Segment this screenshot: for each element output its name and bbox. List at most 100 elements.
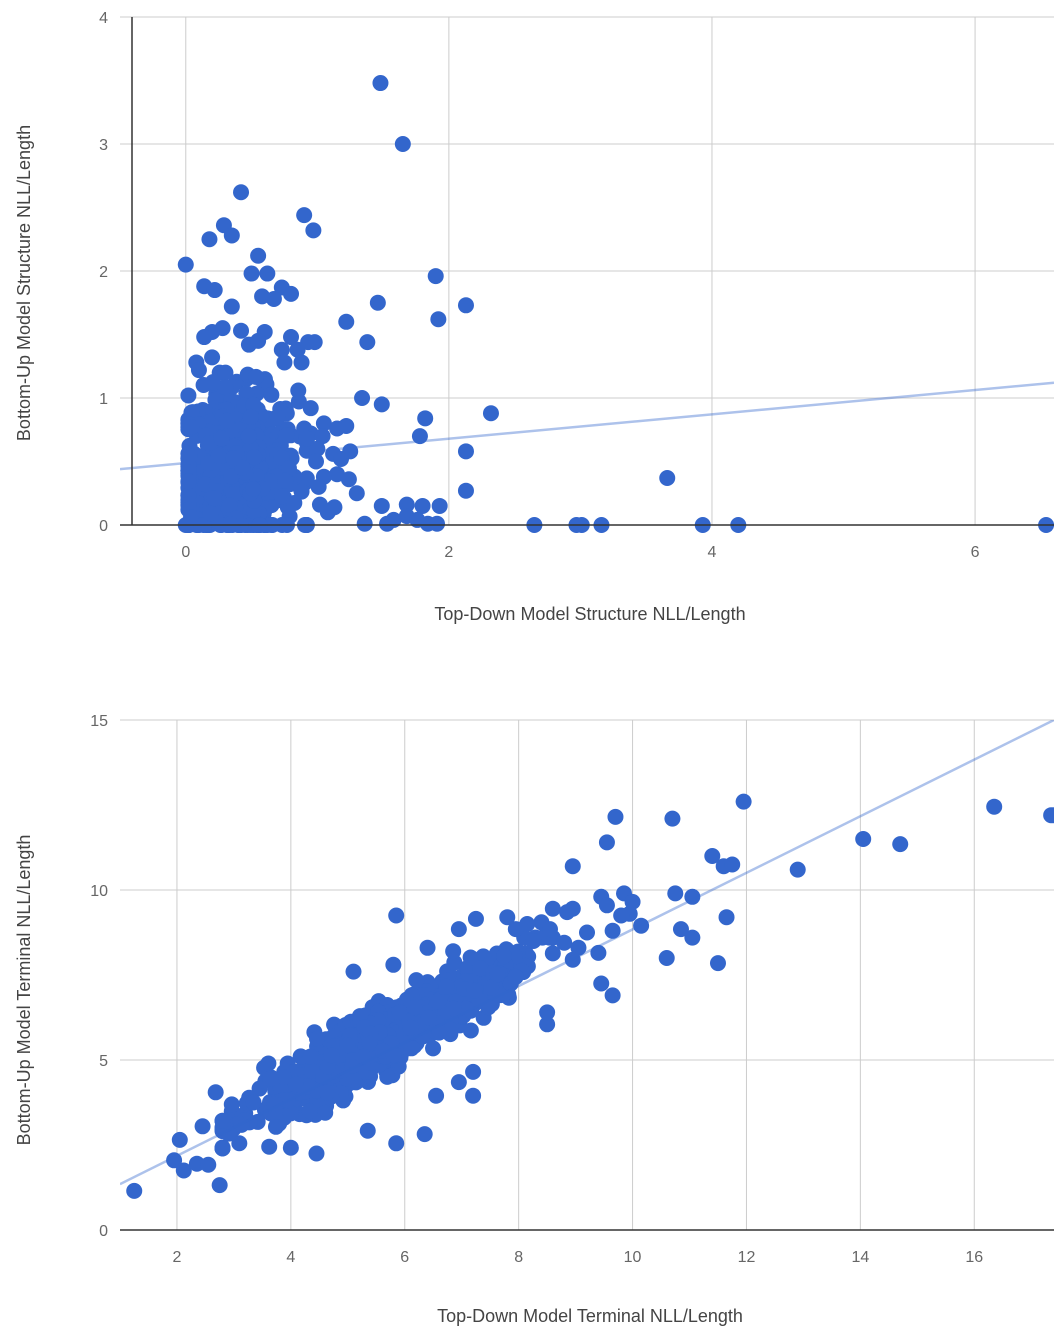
cluster-point: [393, 1036, 410, 1053]
cluster-point: [343, 1038, 360, 1055]
cluster-point: [410, 1014, 427, 1031]
cluster-point: [498, 968, 515, 985]
cluster-point: [214, 1140, 231, 1157]
cluster-point: [419, 1004, 436, 1021]
cluster-point: [329, 1046, 346, 1063]
cluster-point: [291, 1106, 308, 1123]
cluster-point: [412, 1006, 429, 1023]
cluster-point: [430, 1000, 447, 1017]
cluster-point: [457, 984, 474, 1001]
cluster-point: [326, 1052, 343, 1069]
cluster-point: [406, 1006, 423, 1023]
cluster-point: [407, 1021, 424, 1038]
cluster-point: [364, 1048, 381, 1065]
cluster-point: [426, 1008, 443, 1025]
cluster-point: [339, 1052, 356, 1069]
cluster-point: [374, 1026, 391, 1043]
cluster-point: [332, 1044, 349, 1061]
data-point: [283, 329, 300, 346]
cluster-point: [447, 985, 464, 1002]
cluster-point: [457, 1000, 474, 1017]
cluster-point: [276, 1063, 293, 1080]
cluster-point: [388, 1009, 405, 1026]
cluster-point: [423, 1004, 440, 1021]
cluster-point: [408, 1035, 425, 1052]
cluster-point: [416, 1012, 433, 1029]
cluster-point: [379, 1052, 396, 1069]
cluster-point: [378, 1063, 395, 1080]
cluster-point: [284, 1063, 301, 1080]
cluster-point: [351, 1053, 368, 1070]
cluster-point: [407, 1035, 424, 1052]
data-point: [411, 428, 428, 445]
cluster-point: [460, 962, 477, 979]
cluster-point: [443, 1002, 460, 1019]
cluster-point: [382, 1019, 399, 1036]
cluster-point: [354, 1018, 371, 1035]
cluster-point: [350, 1052, 367, 1069]
cluster-point: [355, 1052, 372, 1069]
cluster-point: [494, 967, 511, 984]
cluster-point: [462, 949, 479, 966]
cluster-point: [356, 1055, 373, 1072]
cluster-point: [351, 1061, 368, 1078]
cluster-point: [400, 1021, 417, 1038]
cluster-point: [309, 1030, 326, 1047]
cluster-point: [297, 1083, 314, 1100]
data-point: [590, 944, 607, 961]
cluster-point: [348, 1071, 365, 1088]
cluster-point: [409, 995, 426, 1012]
cluster-point: [358, 1061, 375, 1078]
cluster-point: [217, 364, 234, 381]
cluster-point: [380, 1013, 397, 1030]
cluster-point: [454, 996, 471, 1013]
cluster-point: [289, 1068, 306, 1085]
cluster-point: [381, 1026, 398, 1043]
cluster-point: [390, 1017, 407, 1034]
cluster-point: [377, 1050, 394, 1067]
data-point: [598, 834, 615, 851]
cluster-point: [383, 1014, 400, 1031]
cluster-point: [303, 1072, 320, 1089]
cluster-point: [465, 995, 482, 1012]
cluster-point: [331, 1023, 348, 1040]
cluster-point: [396, 1036, 413, 1053]
cluster-point: [297, 1062, 314, 1079]
cluster-point: [349, 1059, 366, 1076]
cluster-point: [424, 993, 441, 1010]
cluster-point: [373, 1023, 390, 1040]
cluster-point: [323, 1088, 340, 1105]
data-point: [250, 332, 267, 349]
cluster-point: [315, 1068, 332, 1085]
cluster-point: [350, 1033, 367, 1050]
cluster-point: [365, 1030, 382, 1047]
cluster-point: [227, 1116, 244, 1133]
cluster-point: [394, 1008, 411, 1025]
cluster-point: [454, 995, 471, 1012]
cluster-point: [339, 1067, 356, 1084]
cluster-point: [256, 1101, 273, 1118]
cluster-point: [296, 1060, 313, 1077]
cluster-point: [339, 1040, 356, 1057]
cluster-point: [417, 1011, 434, 1028]
structure-nll-scatter-chart: 0 2 4 6 0 1 2 3 4 Top-Down Model Structure NLL/…: [14, 10, 1054, 624]
cluster-point: [320, 1085, 337, 1102]
cluster-point: [274, 1069, 291, 1086]
cluster-point: [447, 985, 464, 1002]
cluster-point: [317, 1077, 334, 1094]
cluster-point: [438, 978, 455, 995]
cluster-point: [424, 1017, 441, 1034]
cluster-point: [286, 494, 303, 511]
cluster-point: [303, 1062, 320, 1079]
cluster-point: [329, 1061, 346, 1078]
cluster-point: [449, 1002, 466, 1019]
cluster-point: [338, 1063, 355, 1080]
cluster-point: [490, 946, 507, 963]
cluster-point: [316, 1078, 333, 1095]
cluster-point: [480, 972, 497, 989]
cluster-point: [342, 1039, 359, 1056]
cluster-point: [275, 1091, 292, 1108]
cluster-point: [231, 1135, 248, 1152]
cluster-point: [366, 1012, 383, 1029]
cluster-point: [471, 992, 488, 1009]
